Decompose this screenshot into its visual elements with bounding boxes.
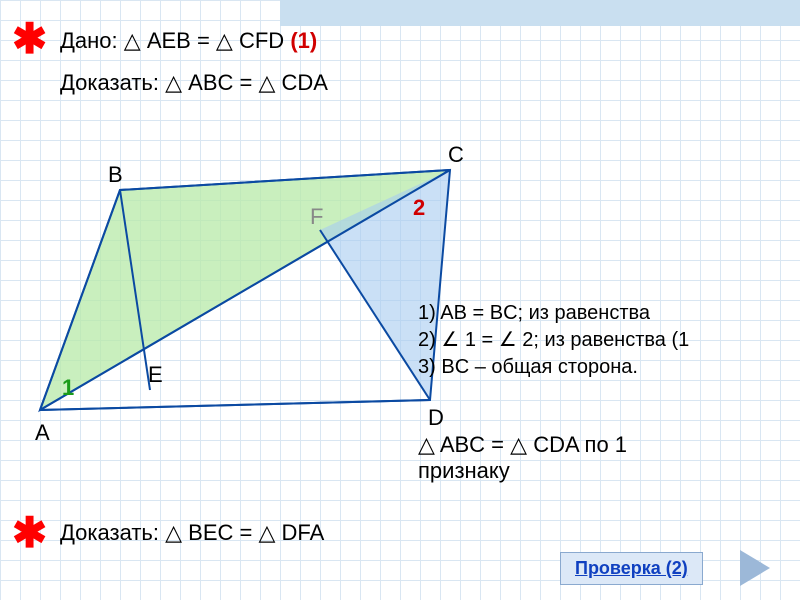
triangle-icon: △ [124,28,141,53]
triangle-icon: △ [216,28,233,53]
star-icon: ✱ [12,18,47,60]
proof-num-1: 1) [418,302,436,324]
vertex-c: C [448,142,464,168]
given-left: AEB = [147,28,210,53]
vertex-d: D [428,405,444,431]
conclusion-row: △ ABC = △ CDA по 1 [418,432,627,458]
vertex-e: E [148,362,163,388]
vertex-b: B [108,162,123,188]
conclusion-line2: признаку [418,458,510,484]
triangle-icon: △ [258,70,275,95]
angle-icon: ∠ [441,329,459,351]
conclusion-left: ABC = [440,432,504,457]
angle-1-label: 1 [62,375,74,401]
triangle-icon: △ [418,432,435,457]
given-ref: (1) [290,28,317,53]
proof-num-3: 3) [418,356,436,378]
prove-right: CDA [282,70,328,95]
proof-text-1: AB = BC; из равенства [440,302,650,324]
angle-2-label: 2 [413,195,425,221]
prove-label: Доказать: [60,70,159,95]
check-button[interactable]: Проверка (2) [560,552,703,585]
proof-line-3: 3) BC – общая сторона. [418,354,689,381]
prove2-label: Доказать: [60,520,159,545]
star-icon: ✱ [12,512,47,554]
triangle-icon: △ [258,520,275,545]
proof-line-1: 1) AB = BC; из равенства [418,300,689,327]
vertex-f: F [310,204,323,230]
proof-text-3: BC – общая сторона. [441,356,638,378]
prove-left: ABC = [188,70,252,95]
prove2-right: DFA [282,520,325,545]
triangle-icon: △ [510,432,527,457]
given-row: Дано: △ AEB = △ CFD (1) [60,28,317,54]
prove2-row: Доказать: △ BEC = △ DFA [60,520,324,546]
angle-icon: ∠ [499,329,517,351]
given-right: CFD [239,28,284,53]
proof-num-2: 2) [418,329,436,351]
given-label: Дано: [60,28,118,53]
triangle-icon: △ [165,520,182,545]
next-arrow-border [740,550,770,586]
proof-line-2: 2) ∠ 1 = ∠ 2; из равенства (1 [418,327,689,354]
proof-text-2b: 2; из равенства (1 [522,329,689,351]
segment-ad [40,400,430,410]
prove-row: Доказать: △ ABC = △ CDA [60,70,328,96]
triangle-icon: △ [165,70,182,95]
proof-block: 1) AB = BC; из равенства 2) ∠ 1 = ∠ 2; и… [418,300,689,381]
prove2-left: BEC = [188,520,252,545]
vertex-a: A [35,420,50,446]
proof-text-2a: 1 = [465,329,493,351]
conclusion-right: CDA по 1 [533,432,627,457]
